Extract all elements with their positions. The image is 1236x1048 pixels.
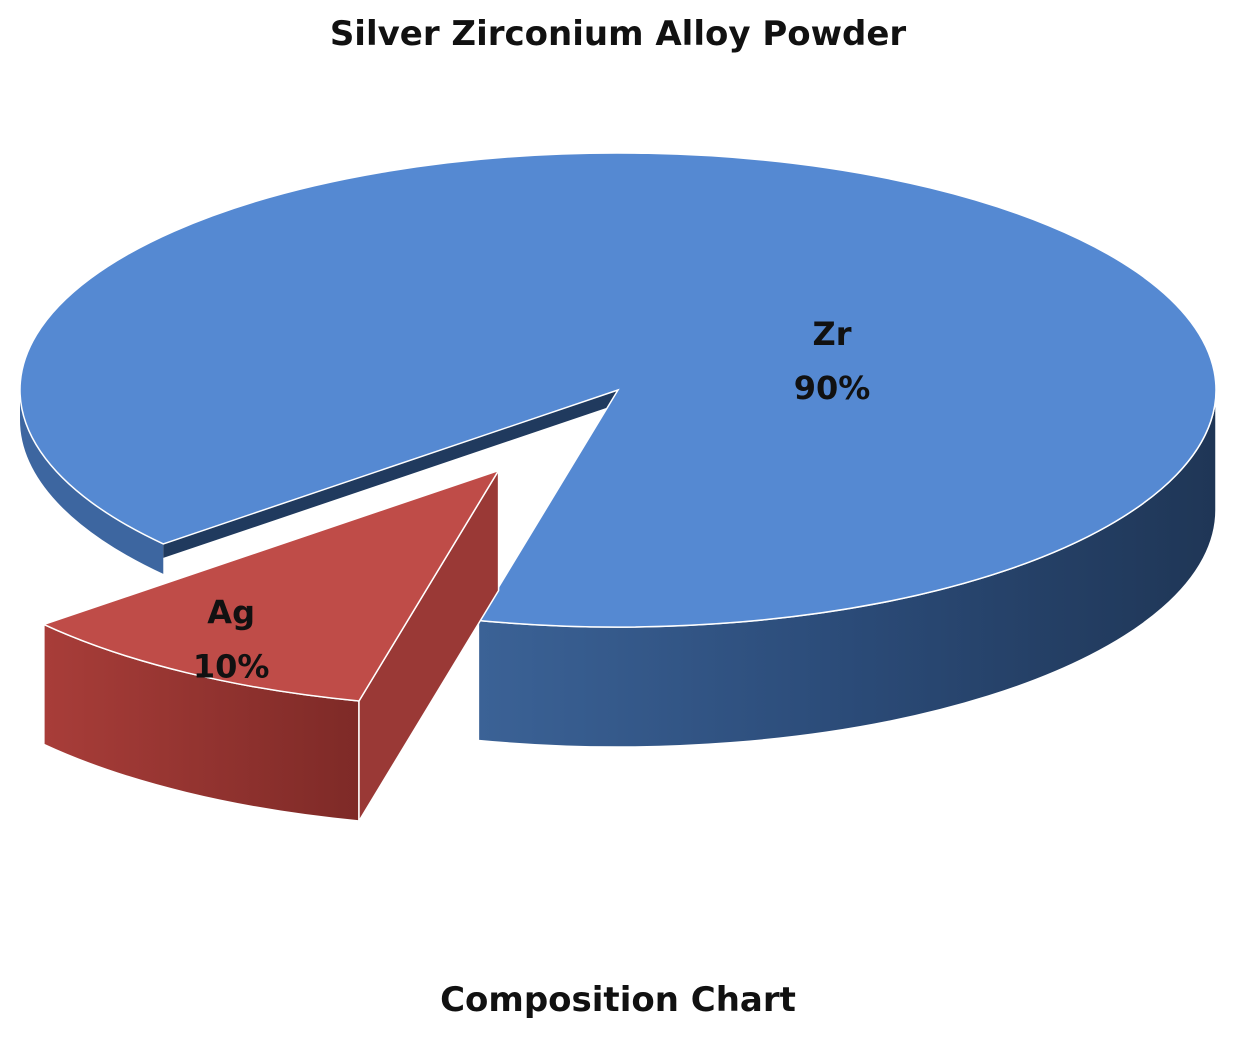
slice-zr bbox=[19, 152, 1217, 628]
slice-ag bbox=[41, 469, 501, 702]
slice-label-ag-name: Ag bbox=[207, 593, 255, 631]
chart-title: Silver Zirconium Alloy Powder bbox=[329, 14, 907, 54]
chart-subtitle: Composition Chart bbox=[440, 980, 796, 1020]
slice-label-zr-value: 90% bbox=[794, 369, 871, 407]
slice-zr-side-left bbox=[20, 390, 164, 574]
slice-label-zr-name: Zr bbox=[813, 315, 852, 353]
slice-label-ag-value: 10% bbox=[193, 647, 270, 685]
slice-zr-cut-face bbox=[163, 390, 619, 558]
